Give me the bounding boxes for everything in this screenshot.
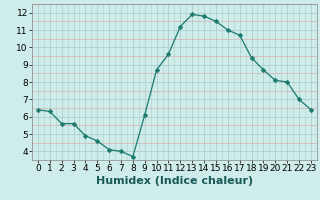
X-axis label: Humidex (Indice chaleur): Humidex (Indice chaleur) <box>96 176 253 186</box>
